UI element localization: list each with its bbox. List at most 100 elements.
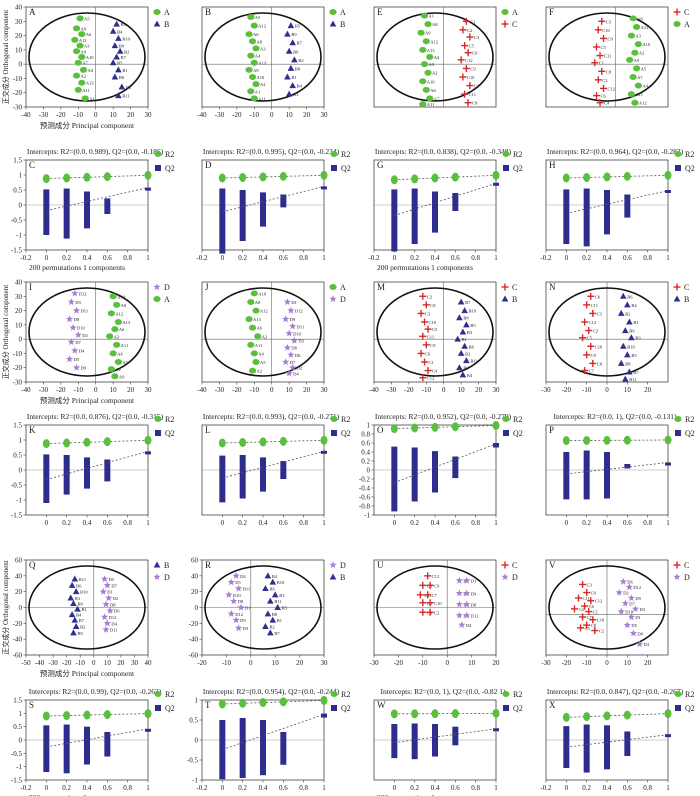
point: [457, 298, 465, 305]
point: [634, 82, 642, 89]
point-label: A4: [258, 351, 264, 356]
q2-bar: [145, 187, 151, 191]
point-label: A9: [425, 31, 431, 36]
x-tick-label: -20: [562, 386, 572, 394]
point: [284, 30, 291, 37]
r2-point: [603, 172, 611, 182]
point: [458, 621, 466, 628]
point: [619, 577, 627, 585]
point-label: C12: [608, 86, 616, 91]
q2-bar: [493, 182, 499, 186]
point: [587, 597, 595, 605]
intercepts-label: Intercepts: R2=(0.0, 0.847), Q2=(0.0, -0…: [547, 687, 684, 696]
point: [455, 600, 463, 608]
x-tick-label: 0: [94, 111, 98, 119]
panel-S: S Intercepts: R2=(0.0, 0.99), Q2=(0.0, -0…: [11, 687, 175, 796]
point-label: D1: [471, 579, 477, 584]
x-tick-label: 0.6: [103, 254, 112, 262]
point: [617, 359, 625, 366]
q2-bar: [104, 198, 111, 214]
r2-point: [562, 173, 570, 183]
x-tick-label: 10: [286, 111, 294, 119]
y-tick-label: -0.6: [359, 494, 371, 502]
point-label: B9: [629, 329, 635, 334]
point-label: C10: [434, 601, 442, 606]
point: [457, 56, 465, 64]
point: [631, 99, 639, 106]
point-label: A2: [260, 82, 266, 87]
point: [585, 608, 593, 616]
r2-regression-line: [222, 439, 325, 444]
point-label: A1: [429, 14, 435, 19]
r2-point: [664, 170, 672, 180]
point: [230, 597, 238, 605]
x-tick-label: 10: [110, 386, 118, 394]
point: [250, 22, 258, 29]
point: [463, 600, 471, 608]
x-tick-label: 10: [110, 111, 118, 119]
series-A: A10 A8 A12 A13 A6 A3 A11 A4 A5 A2: [245, 290, 268, 374]
point-label: D12: [633, 585, 641, 590]
legend-label: C: [512, 561, 517, 570]
x-tick-label: 0.8: [299, 254, 308, 262]
point-label: A3: [635, 34, 641, 39]
x-tick-label: -40: [21, 386, 31, 394]
x-tick-label: -20: [56, 111, 66, 119]
point: [269, 578, 277, 585]
point: [269, 616, 277, 623]
point-label: B8: [625, 361, 631, 366]
point: [629, 629, 637, 637]
y-tick-label: 0: [19, 202, 23, 210]
point: [237, 603, 245, 611]
point-label: D2: [623, 591, 629, 596]
point-label: A5: [255, 15, 261, 20]
r2-point: [83, 437, 91, 447]
x-tick-label: 1: [494, 519, 498, 527]
point-label: B2: [465, 351, 470, 356]
legend-label: R2: [341, 415, 350, 424]
legend-label: C: [512, 20, 517, 29]
r2-point: [390, 709, 398, 719]
point-label: B3: [467, 330, 473, 335]
point: [67, 594, 75, 601]
q2-regression-line: [394, 183, 497, 216]
point-label: B6: [469, 344, 475, 349]
q2-bar: [411, 723, 418, 760]
point-label: C6: [595, 294, 601, 299]
panel-E: E A1A8A9A12A13A4A3A2A10A6A7A11C1C2C3C5C6C…: [373, 6, 518, 108]
legend-marker: [673, 573, 681, 581]
point-label: A13: [427, 48, 435, 53]
x-tick-label: -10: [582, 659, 592, 667]
point: [633, 24, 641, 30]
point: [291, 56, 298, 63]
x-tick-label: -40: [35, 659, 45, 667]
x-tick-label: 0.8: [471, 254, 480, 262]
point-label: B9: [463, 366, 469, 371]
point-label: D3: [298, 339, 304, 344]
x-tick-label: -10: [222, 659, 232, 667]
legend-label: R2: [685, 415, 694, 424]
x-tick-label: 20: [296, 659, 304, 667]
point-label: C3: [474, 35, 480, 40]
point-label: C6: [601, 94, 607, 99]
point: [463, 576, 471, 584]
x-tick-label: -0.2: [20, 784, 32, 792]
point-label: A2: [639, 51, 645, 56]
point-label: A4: [255, 54, 261, 59]
y-tick-label: -60: [189, 652, 199, 660]
point: [596, 52, 604, 60]
point: [247, 88, 255, 95]
panel-X: X Intercepts: R2=(0.0, 0.847), Q2=(0.0, -…: [540, 687, 694, 792]
legend-item: B: [329, 573, 345, 582]
point: [72, 72, 81, 79]
legend-marker: [153, 20, 161, 27]
x-tick-label: 20: [493, 659, 501, 667]
x-axis-label: 200 permutations 1 components: [29, 793, 125, 796]
point-label: B9: [119, 44, 125, 49]
y-tick-label: 0: [19, 467, 23, 475]
r2-point: [451, 709, 459, 719]
x-tick-label: 20: [475, 386, 483, 394]
